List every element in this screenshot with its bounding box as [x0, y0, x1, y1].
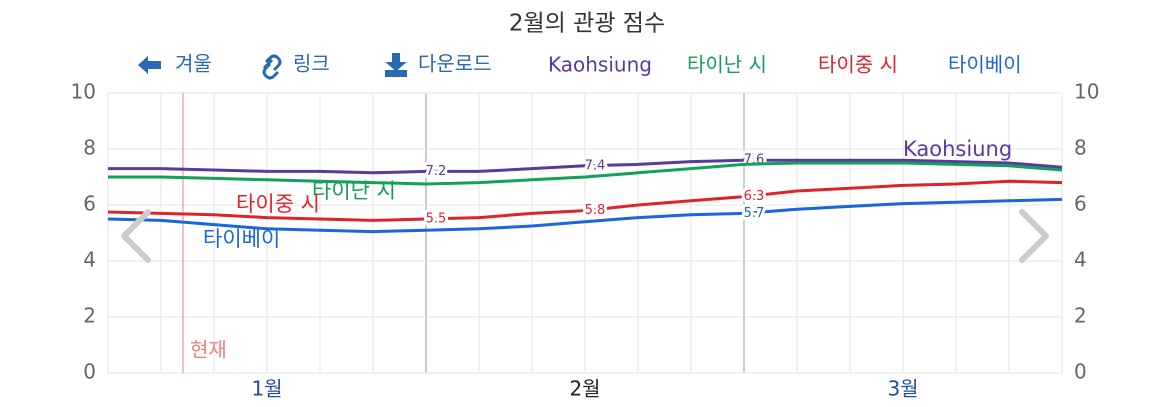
link-icon: [262, 54, 282, 80]
data-label: 5.7: [744, 206, 765, 221]
y2-tick-label: 8: [1074, 136, 1087, 160]
y-tick-label: 2: [83, 304, 96, 328]
series-tag: 타이베이: [203, 227, 280, 251]
chart-title: 2월의 관광 점수: [509, 11, 665, 37]
toolbar-label[interactable]: 다운로드: [418, 52, 492, 76]
series-line: [108, 158, 1063, 175]
series-line: [108, 161, 1063, 186]
now-label: 현재: [190, 338, 227, 362]
x-tick-label: 3월: [887, 377, 918, 401]
data-label: 5.8: [585, 203, 606, 218]
series-line: [107, 197, 1063, 234]
data-label: 7.4: [585, 158, 606, 173]
y-tick-label: 4: [83, 248, 96, 272]
legend-entry[interactable]: 타이난 시: [687, 53, 767, 77]
series-tag: Kaohsiung: [903, 137, 1012, 161]
arrow-icon: [138, 56, 161, 74]
y-tick-label: 0: [83, 360, 96, 384]
nav-next[interactable]: [1019, 209, 1049, 263]
y2-tick-label: 4: [1074, 248, 1087, 272]
link-button[interactable]: 링크: [262, 52, 330, 80]
x-tick-label: 2월: [569, 377, 600, 401]
data-label: 6.3: [744, 189, 765, 204]
y2-tick-label: 10: [1074, 80, 1099, 104]
download-icon: [385, 53, 407, 77]
legend-entry[interactable]: Kaohsiung: [548, 53, 652, 77]
download-button[interactable]: 다운로드: [385, 52, 492, 77]
y2-tick-label: 6: [1074, 192, 1087, 216]
winter-button[interactable]: 겨울: [138, 52, 212, 76]
series-tag: 타이중 시: [236, 192, 320, 216]
y-tick-label: 10: [71, 80, 96, 104]
toolbar-label[interactable]: 링크: [293, 52, 330, 76]
y2-tick-label: 2: [1074, 304, 1087, 328]
y2-tick-label: 0: [1074, 360, 1087, 384]
data-label: 7.2: [426, 164, 447, 179]
toolbar: 겨울 링크 다운로드: [138, 52, 492, 80]
x-tick-label: 1월: [251, 377, 282, 401]
series-tag: 타이난 시: [312, 179, 396, 203]
prev-arrow[interactable]: [121, 209, 151, 263]
toolbar-label[interactable]: 겨울: [175, 52, 212, 76]
legend-entry[interactable]: 타이베이: [948, 53, 1022, 77]
y-tick-label: 8: [83, 136, 96, 160]
nav-prev[interactable]: [121, 209, 151, 263]
y-tick-label: 6: [83, 192, 96, 216]
series-line: [107, 179, 1063, 222]
legend-entry[interactable]: 타이중 시: [818, 53, 898, 77]
next-arrow[interactable]: [1019, 209, 1049, 263]
data-label: 5.5: [426, 212, 447, 227]
